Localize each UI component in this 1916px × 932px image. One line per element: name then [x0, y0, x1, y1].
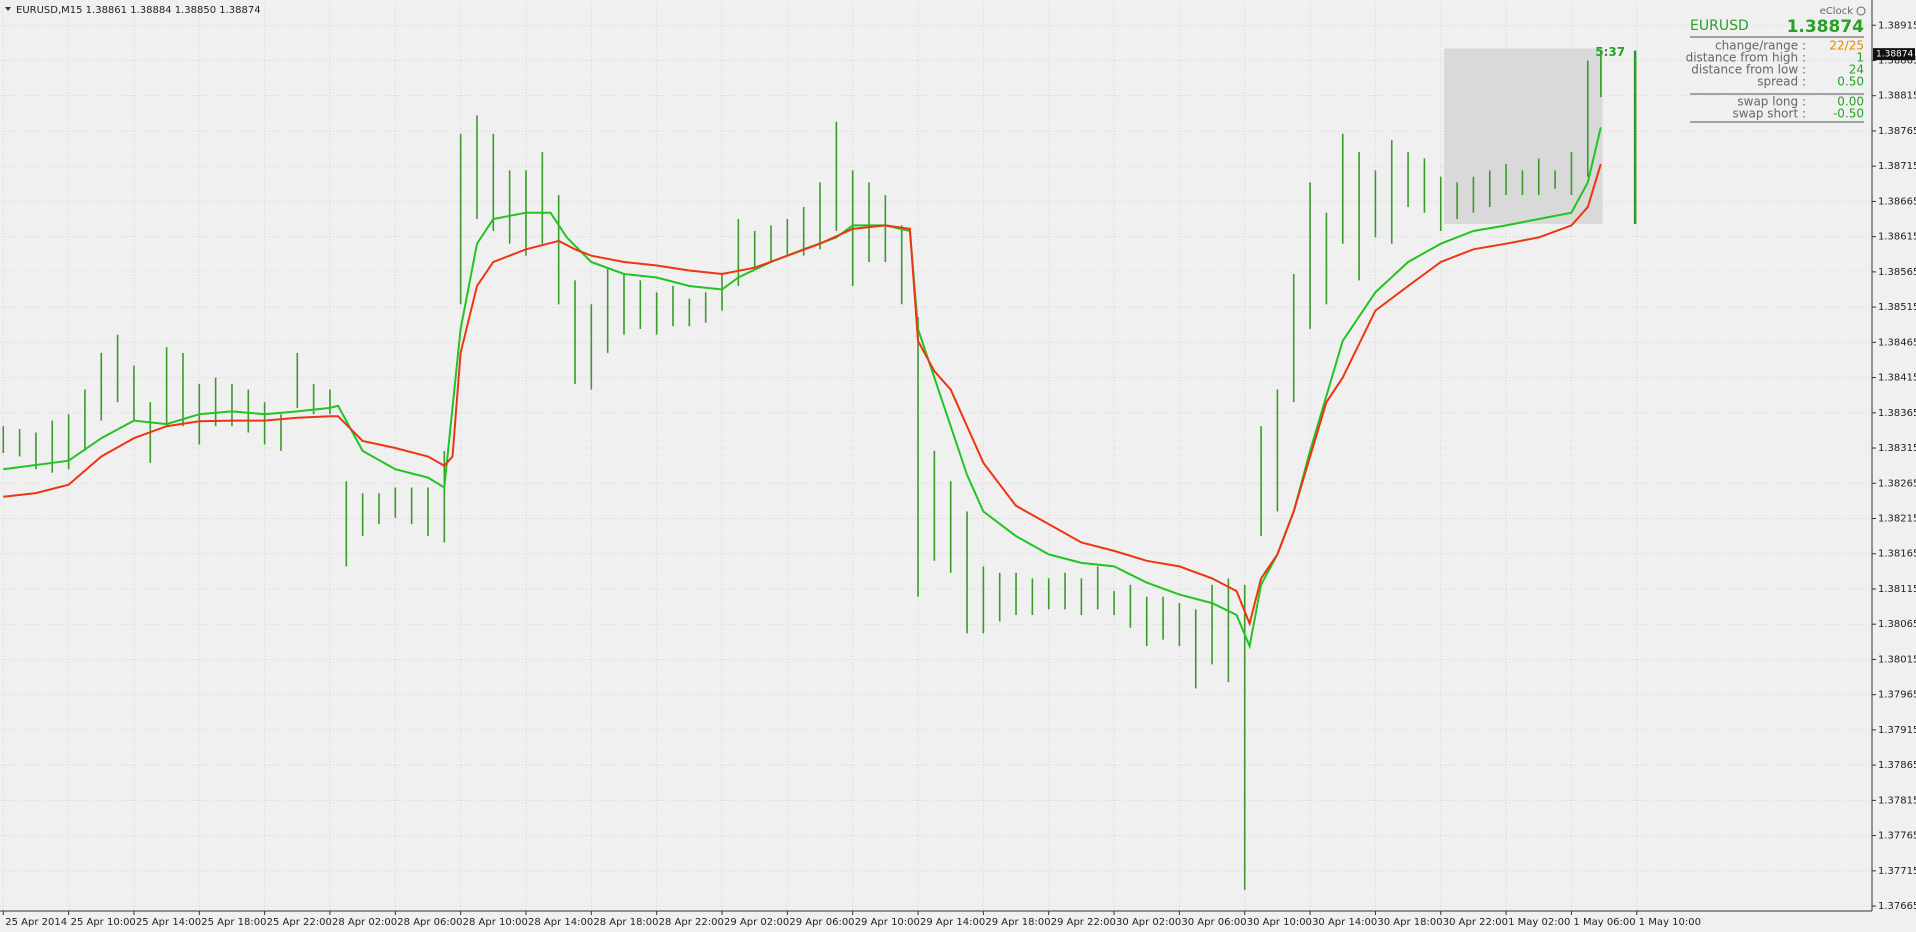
current-price-label: 1.38874 — [1876, 50, 1913, 60]
y-tick-label: 1.38665 — [1878, 196, 1916, 207]
panel-value: 24 — [1849, 63, 1864, 77]
panel-value: 0.50 — [1837, 75, 1864, 89]
x-tick-label: 30 Apr 06:00 — [1181, 917, 1246, 928]
panel-price: 1.38874 — [1787, 17, 1865, 37]
y-tick-label: 1.37915 — [1878, 725, 1916, 736]
x-tick-label: 29 Apr 18:00 — [985, 917, 1050, 928]
panel-label: distance from high : — [1686, 51, 1806, 65]
y-tick-label: 1.38115 — [1878, 584, 1916, 595]
current-price-box — [1873, 48, 1915, 61]
panel-label: swap long : — [1737, 95, 1806, 109]
x-tick-label: 25 Apr 18:00 — [201, 917, 266, 928]
y-tick-label: 1.37765 — [1878, 831, 1916, 842]
panel-value: 0.00 — [1837, 95, 1864, 109]
x-tick-label: 25 Apr 2014 — [5, 917, 67, 928]
x-tick-label: 30 Apr 14:00 — [1312, 917, 1377, 928]
y-tick-label: 1.38815 — [1878, 91, 1916, 102]
y-tick-label: 1.38615 — [1878, 232, 1916, 243]
range-box — [1444, 48, 1603, 224]
panel-value: -0.50 — [1833, 107, 1864, 121]
x-tick-label: 30 Apr 22:00 — [1443, 917, 1508, 928]
close-icon[interactable] — [1856, 6, 1866, 16]
x-tick-label: 28 Apr 18:00 — [593, 917, 658, 928]
moving-average — [3, 127, 1602, 650]
y-tick-label: 1.37665 — [1878, 901, 1916, 912]
x-tick-label: 30 Apr 10:00 — [1247, 917, 1312, 928]
x-tick-label: 28 Apr 02:00 — [332, 917, 397, 928]
symbol-header: EURUSD,M15 1.38861 1.38884 1.38850 1.388… — [16, 5, 261, 16]
y-tick-label: 1.37865 — [1878, 760, 1916, 771]
panel-label: distance from low : — [1691, 63, 1806, 77]
y-tick-label: 1.38265 — [1878, 478, 1916, 489]
y-tick-label: 1.38065 — [1878, 619, 1916, 630]
panel-title: eClock — [1820, 6, 1854, 17]
x-tick-label: 29 Apr 14:00 — [920, 917, 985, 928]
x-tick-label: 1 May 02:00 — [1508, 917, 1570, 928]
y-tick-label: 1.37965 — [1878, 690, 1916, 701]
panel-symbol: EURUSD — [1690, 18, 1749, 34]
panel-label: change/range : — [1715, 39, 1806, 53]
x-tick-label: 25 Apr 10:00 — [71, 917, 136, 928]
y-tick-label: 1.37715 — [1878, 866, 1916, 877]
y-tick-label: 1.38165 — [1878, 549, 1916, 560]
timer-label: 5:37 — [1595, 45, 1625, 59]
moving-average — [3, 163, 1602, 627]
x-tick-label: 28 Apr 10:00 — [463, 917, 528, 928]
y-tick-label: 1.38515 — [1878, 302, 1916, 313]
x-tick-label: 25 Apr 22:00 — [267, 917, 332, 928]
y-tick-label: 1.38465 — [1878, 337, 1916, 348]
x-tick-label: 29 Apr 22:00 — [1051, 917, 1116, 928]
y-tick-label: 1.37815 — [1878, 795, 1916, 806]
x-tick-label: 29 Apr 06:00 — [789, 917, 854, 928]
y-tick-label: 1.38015 — [1878, 654, 1916, 665]
y-tick-label: 1.38765 — [1878, 126, 1916, 137]
panel-label: swap short : — [1732, 107, 1806, 121]
plot: 5:37 — [2, 45, 1637, 890]
menu-arrow[interactable] — [5, 7, 11, 11]
x-tick-label: 28 Apr 22:00 — [659, 917, 724, 928]
panel-label: spread : — [1757, 75, 1806, 89]
panel-value: 1 — [1856, 51, 1864, 65]
y-tick-label: 1.38365 — [1878, 408, 1916, 419]
x-tick-label: 28 Apr 06:00 — [397, 917, 462, 928]
x-tick-label: 29 Apr 10:00 — [855, 917, 920, 928]
y-tick-label: 1.38565 — [1878, 267, 1916, 278]
y-tick-label: 1.38415 — [1878, 373, 1916, 384]
x-tick-label: 30 Apr 02:00 — [1116, 917, 1181, 928]
x-tick-label: 25 Apr 14:00 — [136, 917, 201, 928]
y-tick-label: 1.38215 — [1878, 514, 1916, 525]
panel-value: 22/25 — [1829, 39, 1864, 53]
y-tick-label: 1.38715 — [1878, 161, 1916, 172]
x-tick-label: 1 May 06:00 — [1573, 917, 1635, 928]
y-tick-label: 1.38315 — [1878, 443, 1916, 454]
y-tick-label: 1.38865 — [1878, 55, 1916, 66]
x-tick-label: 30 Apr 18:00 — [1377, 917, 1442, 928]
y-tick-label: 1.38915 — [1878, 20, 1916, 31]
x-tick-label: 1 May 10:00 — [1639, 917, 1701, 928]
x-tick-label: 29 Apr 02:00 — [724, 917, 789, 928]
eclock-panel: eClock EURUSD 1.38874 change/range : 22/2… — [1686, 6, 1866, 123]
x-tick-label: 28 Apr 14:00 — [528, 917, 593, 928]
